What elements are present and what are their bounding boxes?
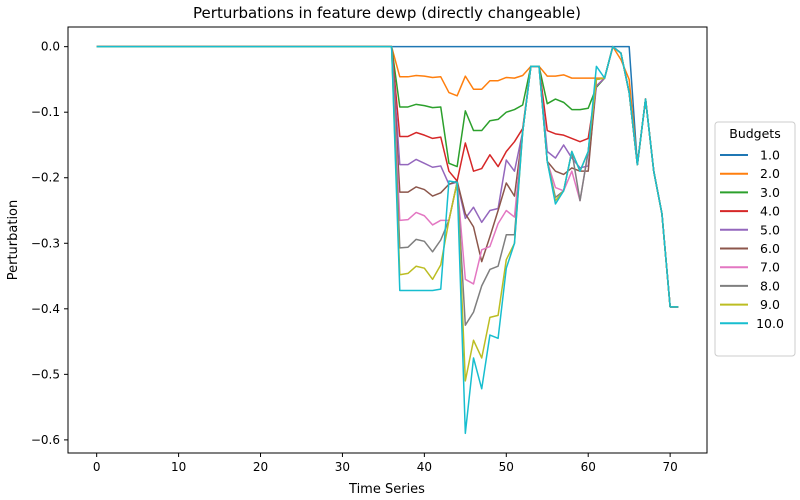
legend-label-7.0: 7.0 [760,260,780,275]
legend-box [714,121,796,357]
y-tick-label: −0.1 [31,105,60,119]
x-tick-label: 10 [171,460,186,474]
y-tick-label: −0.5 [31,367,60,381]
plot-area [96,45,679,435]
y-axis: 0.0 −0.1 −0.2 −0.3 −0.4 −0.5 −0.6 [31,40,68,447]
y-tick-label: −0.3 [31,236,60,250]
y-tick-label: −0.6 [31,433,60,447]
x-axis: 0 10 20 30 40 50 60 70 [93,453,678,474]
legend-label-6.0: 6.0 [760,241,780,256]
legend-label-9.0: 9.0 [760,297,780,312]
y-tick-label: −0.2 [31,171,60,185]
legend-label-5.0: 5.0 [760,222,780,237]
x-tick-label: 60 [581,460,596,474]
legend-label-8.0: 8.0 [760,278,780,293]
legend-label-4.0: 4.0 [760,204,780,219]
legend: Budgets 1.0 2.0 3.0 4.0 5.0 6.0 7.0 8.0 9.0 10.0 [714,121,796,357]
x-axis-label: Time Series [348,482,425,497]
legend-label-10.0: 10.0 [756,316,784,331]
x-tick-label: 50 [499,460,514,474]
plot-frame [67,26,708,454]
legend-label-1.0: 1.0 [760,148,780,163]
x-tick-label: 0 [93,460,101,474]
y-axis-label: Perturbation [6,200,21,281]
chart-title: Perturbations in feature dewp (directly … [193,4,581,22]
x-tick-label: 30 [335,460,350,474]
legend-title: Budgets [729,126,780,141]
legend-label-2.0: 2.0 [760,166,780,181]
legend-label-3.0: 3.0 [760,185,780,200]
y-tick-label: 0.0 [41,40,60,54]
x-tick-label: 20 [253,460,268,474]
x-tick-label: 70 [662,460,677,474]
y-tick-label: −0.4 [31,302,60,316]
x-tick-label: 40 [417,460,432,474]
series-line-10.0 [96,45,679,435]
